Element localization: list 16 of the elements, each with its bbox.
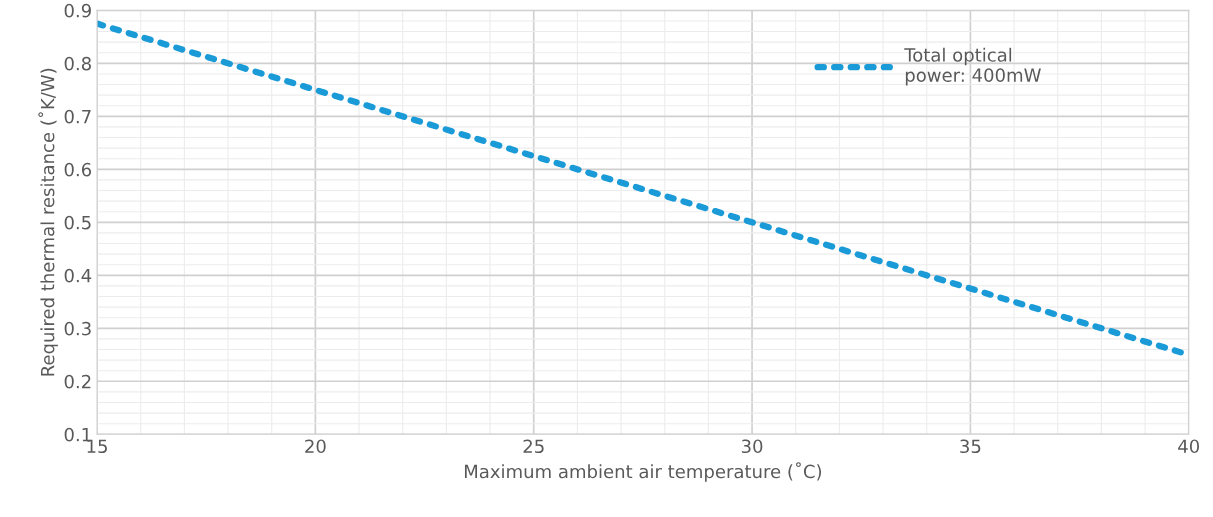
- y-tick-label: 0.5: [64, 215, 91, 230]
- y-tick-label: 0.4: [64, 268, 92, 283]
- y-tick-label: 0.6: [64, 162, 92, 177]
- x-tick-label: 35: [960, 439, 981, 454]
- y-tick-label: 0.9: [64, 3, 91, 18]
- y-tick-label: 0.2: [64, 374, 91, 389]
- x-tick-label: 25: [523, 439, 544, 454]
- x-tick-label: 30: [741, 439, 763, 454]
- legend-label: Total optical power: 400mW: [904, 47, 1041, 86]
- y-tick-label: 0.3: [64, 321, 91, 336]
- y-axis-title: Required thermal resitance (˚K/W): [38, 68, 58, 376]
- x-tick-label: 20: [305, 439, 326, 454]
- y-tick-label: 0.7: [64, 109, 91, 124]
- y-tick-label: 0.8: [64, 56, 91, 71]
- x-tick-label: 40: [1178, 439, 1200, 454]
- x-axis-title: Maximum ambient air temperature (˚C): [464, 462, 822, 482]
